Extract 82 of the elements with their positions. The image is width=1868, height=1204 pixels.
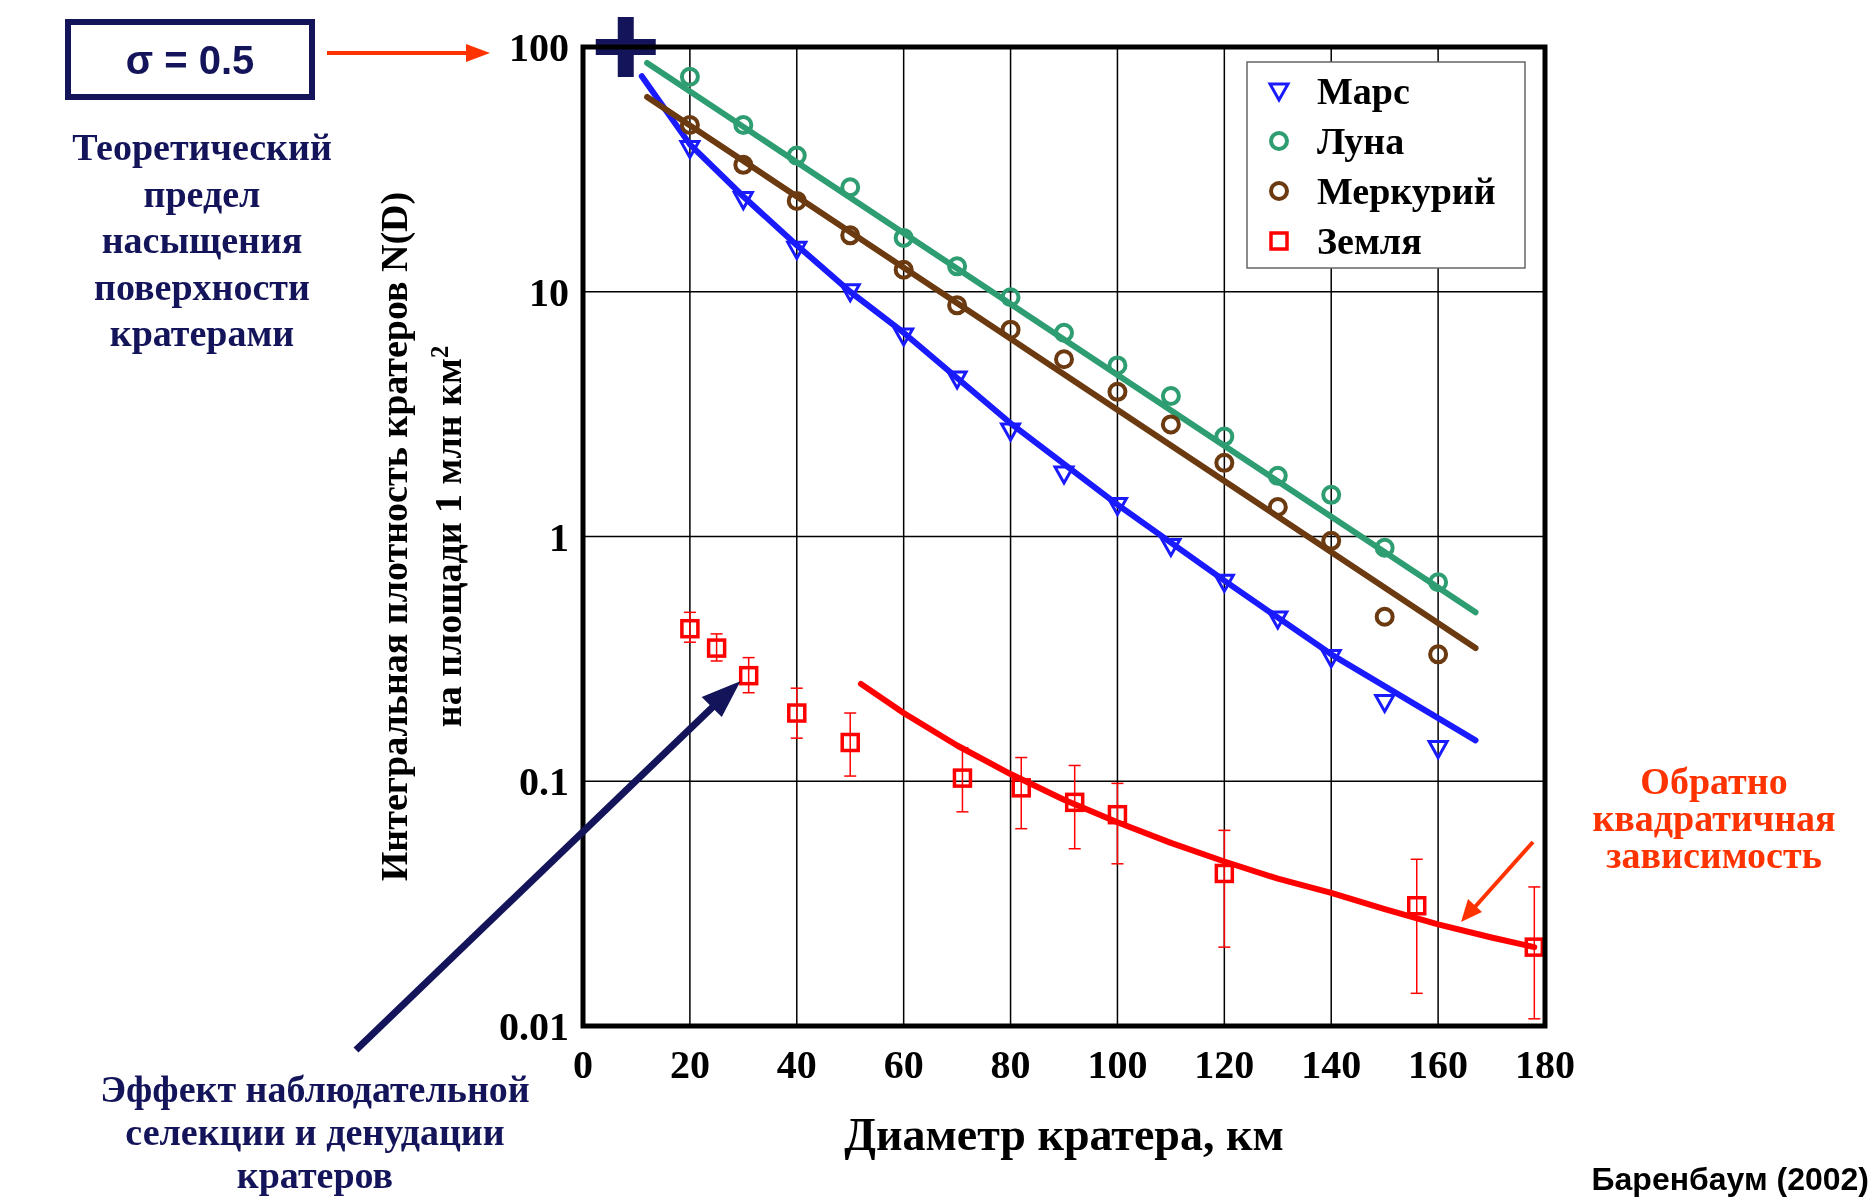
point bbox=[1011, 778, 1031, 798]
x-tick-label: 140 bbox=[1301, 1042, 1362, 1087]
text: σ = 0.5 bbox=[125, 38, 255, 82]
legend-label: Земля bbox=[1317, 220, 1422, 263]
legend-label: Марс bbox=[1317, 70, 1410, 113]
point bbox=[1214, 426, 1235, 447]
point bbox=[1524, 937, 1545, 957]
point bbox=[733, 154, 754, 175]
point bbox=[952, 768, 973, 788]
x-tick-label: 20 bbox=[669, 1042, 710, 1087]
point bbox=[1267, 610, 1289, 630]
point bbox=[679, 115, 700, 136]
point bbox=[1428, 572, 1449, 593]
point bbox=[732, 191, 754, 211]
point bbox=[1214, 863, 1235, 884]
point bbox=[786, 240, 808, 260]
y-tick-label: 10 bbox=[529, 269, 569, 315]
point bbox=[1160, 414, 1181, 435]
point bbox=[680, 618, 700, 639]
point bbox=[1427, 740, 1449, 760]
point bbox=[1160, 386, 1181, 407]
x-tick-label: 0 bbox=[573, 1042, 593, 1087]
point bbox=[1374, 693, 1396, 713]
y-tick-label: 1 bbox=[549, 514, 569, 560]
text: Теоретический предел насыщения поверхности кратерами bbox=[72, 126, 332, 354]
point bbox=[1000, 319, 1021, 340]
point bbox=[1321, 484, 1342, 505]
y-tick-label: 0.01 bbox=[499, 1004, 569, 1049]
point bbox=[1406, 895, 1427, 916]
point bbox=[893, 327, 915, 347]
text: Обратно квадратичная зависимость bbox=[1592, 760, 1836, 876]
point bbox=[1321, 530, 1342, 551]
point bbox=[1054, 322, 1074, 343]
point bbox=[1267, 496, 1288, 517]
text: Баренбаум (2002) bbox=[1591, 1161, 1868, 1197]
point bbox=[947, 295, 968, 316]
point bbox=[1054, 349, 1074, 370]
x-tick-label: 160 bbox=[1408, 1042, 1469, 1087]
point bbox=[840, 732, 860, 753]
point bbox=[1000, 287, 1021, 308]
point bbox=[787, 703, 807, 723]
point bbox=[733, 115, 754, 136]
point bbox=[1064, 792, 1085, 813]
legend-label: Меркурий bbox=[1317, 170, 1496, 213]
legend-label: Луна bbox=[1317, 120, 1405, 163]
point bbox=[1000, 422, 1022, 442]
point bbox=[1267, 465, 1288, 486]
point bbox=[786, 145, 807, 166]
point bbox=[1053, 465, 1075, 485]
point bbox=[1374, 537, 1395, 558]
point bbox=[1428, 644, 1449, 665]
text: Эффект наблюдательной селекции и денудации кратеров bbox=[100, 1068, 530, 1196]
x-tick-label: 60 bbox=[883, 1042, 924, 1087]
point bbox=[893, 259, 914, 280]
point bbox=[679, 66, 700, 87]
x-axis-title: Диаметр кратера, км bbox=[844, 1109, 1284, 1160]
point bbox=[840, 225, 861, 246]
point bbox=[1107, 381, 1128, 402]
x-tick-label: 120 bbox=[1194, 1042, 1255, 1087]
point bbox=[1160, 538, 1182, 558]
point bbox=[738, 665, 759, 686]
point bbox=[839, 283, 861, 303]
point bbox=[1107, 355, 1128, 376]
x-tick-label: 40 bbox=[776, 1042, 817, 1087]
point bbox=[786, 190, 807, 211]
point bbox=[1107, 804, 1128, 825]
point bbox=[706, 638, 727, 658]
point bbox=[1213, 573, 1235, 593]
point bbox=[840, 177, 861, 198]
point bbox=[679, 139, 701, 159]
y-tick-label: 100 bbox=[509, 25, 569, 70]
y-tick-label: 0.1 bbox=[519, 759, 569, 805]
point bbox=[893, 227, 914, 248]
point bbox=[947, 256, 968, 277]
point bbox=[1320, 649, 1342, 669]
x-tick-label: 80 bbox=[990, 1042, 1031, 1087]
point bbox=[1106, 496, 1128, 516]
point bbox=[946, 370, 968, 390]
point bbox=[1214, 452, 1235, 473]
x-tick-label: 180 bbox=[1515, 1042, 1575, 1087]
point bbox=[1374, 606, 1395, 627]
x-tick-label: 100 bbox=[1087, 1042, 1148, 1087]
